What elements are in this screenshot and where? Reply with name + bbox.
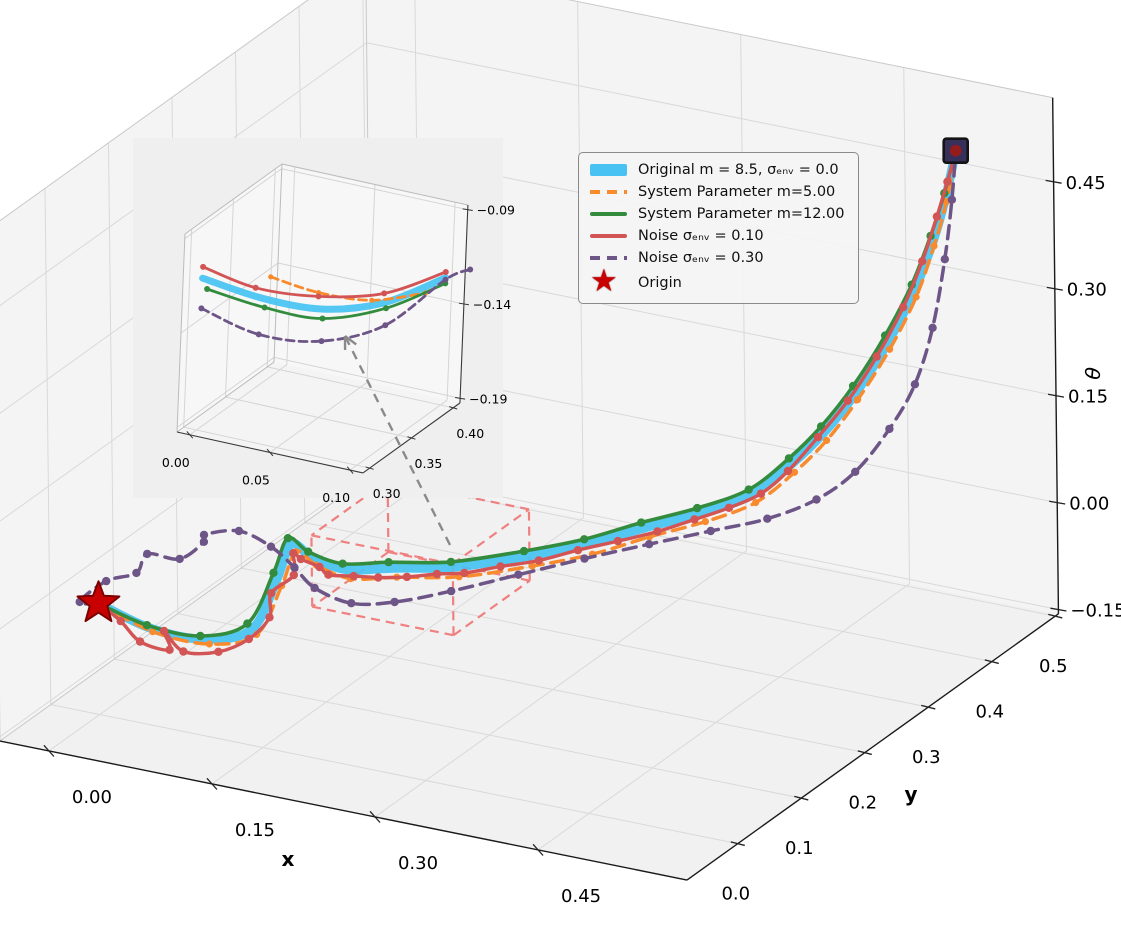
inset-zoom-arrow xyxy=(343,335,452,546)
series-4 xyxy=(198,266,474,345)
legend-swatch-line xyxy=(590,234,627,238)
legend-label: Original m = 8.5, σₑₙᵥ = 0.0 xyxy=(638,162,839,178)
x-axis-label: x xyxy=(282,847,295,871)
x-tick-label: 0.15 xyxy=(235,820,275,841)
series-2 xyxy=(94,146,960,641)
right-pane xyxy=(366,0,1059,614)
y-axis-label: y xyxy=(904,782,917,806)
inset-z-tick-label: −0.09 xyxy=(477,203,515,218)
z-axis-label: θ xyxy=(1081,366,1106,380)
y-tick-label: 0.1 xyxy=(785,838,814,859)
y-tick-label: 0.3 xyxy=(912,747,941,768)
y-tick-label: 0.0 xyxy=(721,884,750,905)
z-tick-label: −0.15 xyxy=(1070,601,1121,622)
legend-item: System Parameter m=12.00 xyxy=(590,206,845,222)
legend-label: Noise σₑₙᵥ = 0.30 xyxy=(638,250,764,266)
trajectory-line xyxy=(77,148,958,607)
x-tick-label: 0.45 xyxy=(561,886,601,907)
x-tick-label: 0.00 xyxy=(72,787,112,808)
legend-label: Origin xyxy=(638,275,682,291)
series-3 xyxy=(94,146,960,656)
legend-item: Noise σₑₙᵥ = 0.10 xyxy=(590,228,845,244)
legend-swatch-line xyxy=(590,212,627,216)
origin-star-marker xyxy=(76,580,121,623)
z-tick-label: 0.45 xyxy=(1066,173,1106,194)
inset-x-tick-label: 0.05 xyxy=(242,472,270,487)
y-tick-label: 0.2 xyxy=(848,793,877,814)
legend-swatch-band xyxy=(590,164,627,176)
grid-lines xyxy=(176,166,468,471)
trajectories xyxy=(75,146,961,656)
inset-tick-labels: 0.00 0.05 0.10 0.30 0.35 0.40 −0.19 −0.14 −0.09 xyxy=(162,203,515,505)
legend-item: System Parameter m=5.00 xyxy=(590,184,845,200)
x-tick-label: 0.30 xyxy=(398,853,438,874)
pane-edges xyxy=(176,163,469,433)
floor-pane xyxy=(0,474,1059,880)
legend-star-icon: ★ xyxy=(590,263,618,299)
legend-swatch-dashed-line xyxy=(590,190,627,194)
legend-label: System Parameter m=12.00 xyxy=(638,206,845,222)
inset-x-tick-label: 0.00 xyxy=(162,455,190,470)
inset-z-tick-label: −0.19 xyxy=(469,391,507,406)
trajectory-line xyxy=(199,274,449,313)
legend-swatch-dashed-line xyxy=(590,256,627,260)
inset-trajectories xyxy=(198,263,474,345)
inset-y-tick-label: 0.35 xyxy=(415,456,443,471)
z-tick-label: 0.30 xyxy=(1067,280,1107,301)
inset-z-tick-label: −0.14 xyxy=(473,297,511,312)
z-tick-label: 0.00 xyxy=(1069,494,1109,515)
inset-x-tick-label: 0.10 xyxy=(322,490,350,505)
inset-y-tick-label: 0.30 xyxy=(373,486,401,501)
inset-y-tick-label: 0.40 xyxy=(456,426,484,441)
legend-item: Noise σₑₙᵥ = 0.30 xyxy=(590,250,845,266)
legend-label: Noise σₑₙᵥ = 0.10 xyxy=(638,228,764,244)
y-tick-label: 0.5 xyxy=(1039,656,1068,677)
inset-plot: 0.00 0.05 0.10 0.30 0.35 0.40 −0.19 −0.14 −0.09 xyxy=(133,138,515,505)
endpoint-marker xyxy=(942,137,970,164)
legend-label: System Parameter m=5.00 xyxy=(638,184,836,200)
series-3 xyxy=(200,263,449,300)
axis-spines xyxy=(0,97,1060,881)
tick-labels: 0.00 0.15 0.30 0.45 0.0 0.1 0.2 0.3 0.4 0.5 −0.15 0… xyxy=(43,173,1121,907)
series-0 xyxy=(199,274,449,313)
legend-item: Original m = 8.5, σₑₙᵥ = 0.0 xyxy=(590,162,845,178)
z-tick-label: 0.15 xyxy=(1068,387,1108,408)
y-tick-label: 0.4 xyxy=(975,702,1004,723)
legend-box: Original m = 8.5, σₑₙᵥ = 0.0 System Param… xyxy=(578,152,859,304)
legend-item: ★ Origin xyxy=(590,263,845,299)
